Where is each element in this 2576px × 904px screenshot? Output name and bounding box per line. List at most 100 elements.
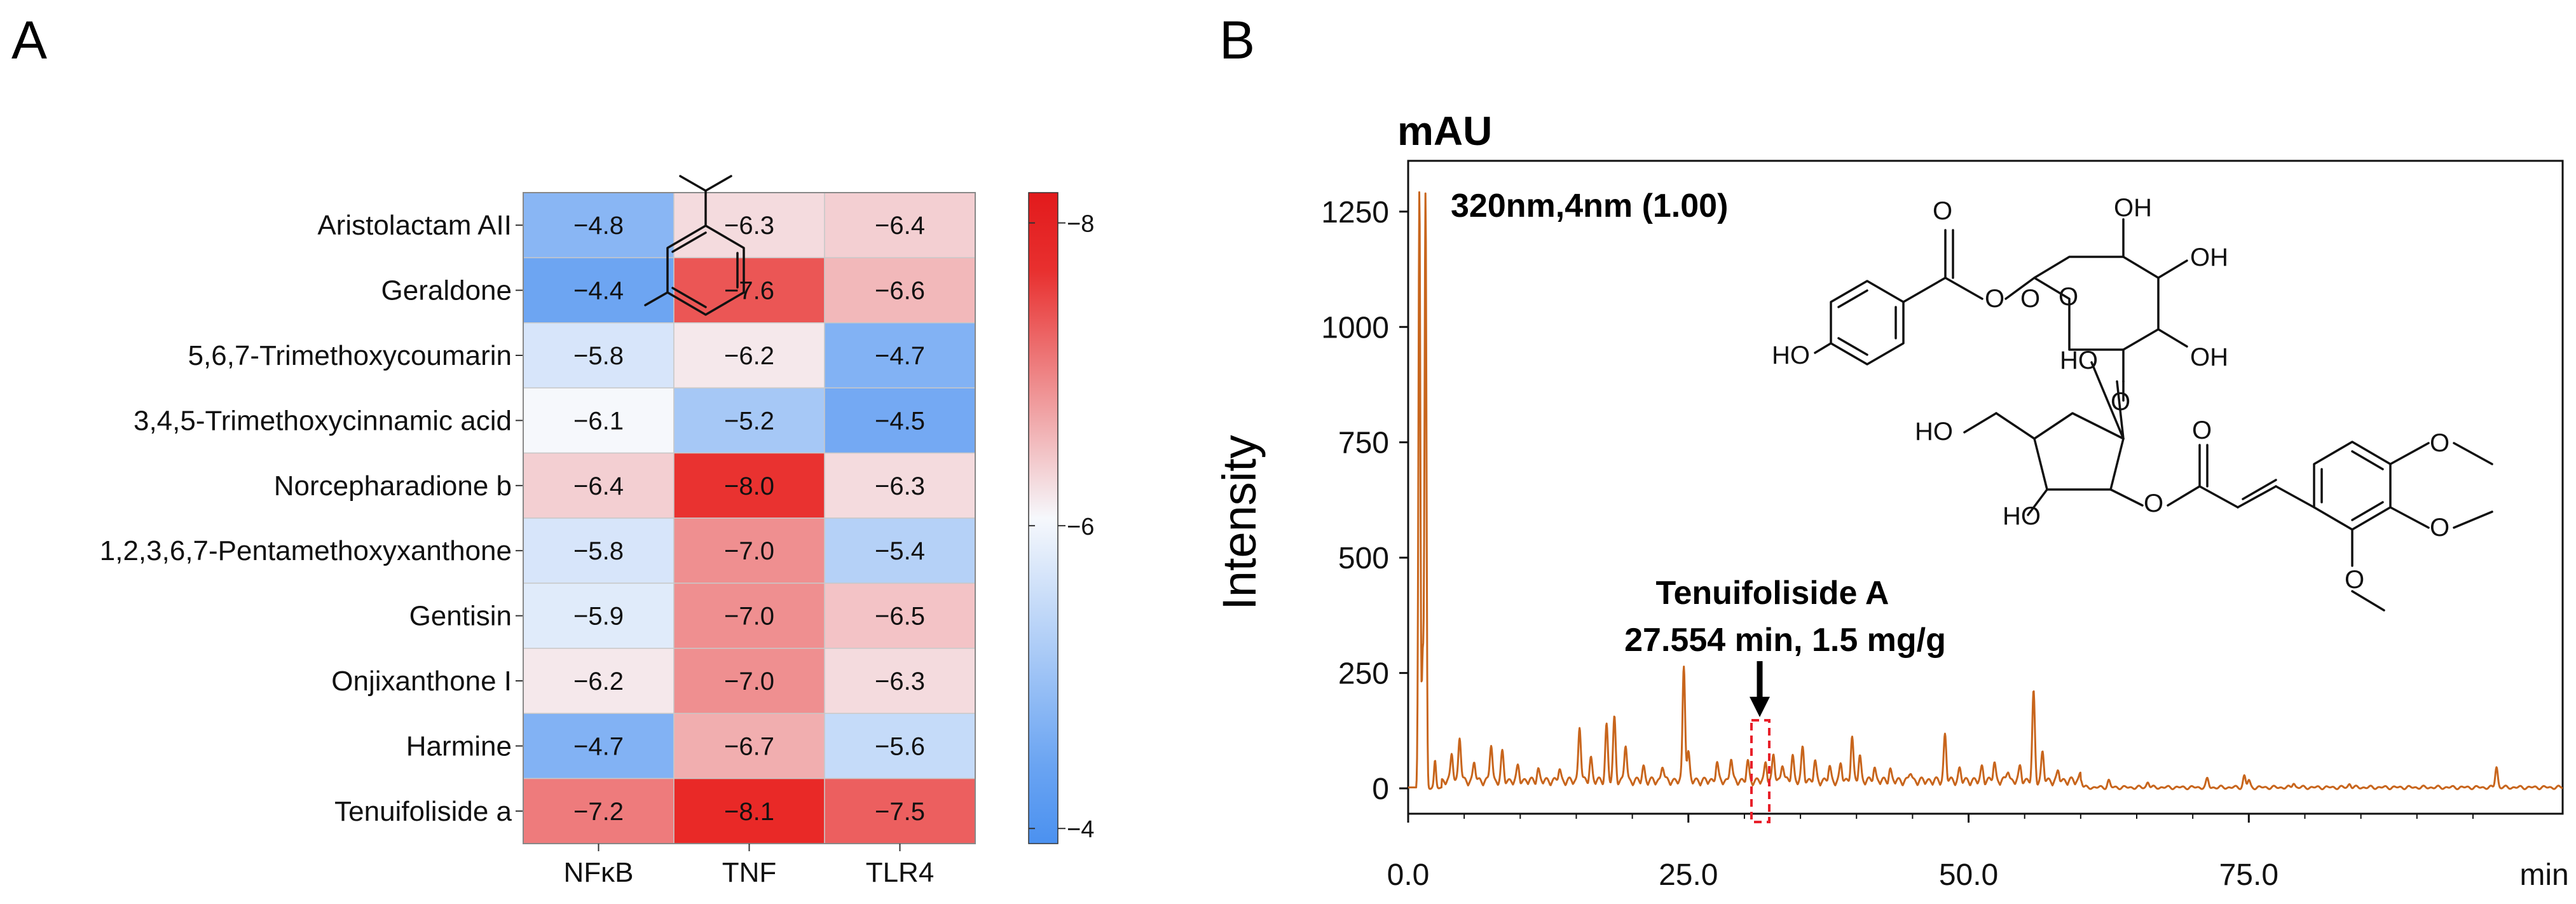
heatmap-cell-value: −4.7 [573, 732, 624, 760]
heatmap-cell-value: −6.4 [875, 212, 925, 240]
peak-highlight-box [1750, 719, 1771, 823]
atom-label: O [2111, 388, 2130, 416]
heatmap-cell-value: −7.0 [724, 668, 774, 695]
colorbar-tick-label: −4 [1067, 816, 1094, 843]
heatmap-cell-value: −6.6 [875, 277, 925, 305]
heatmap-cell [673, 192, 825, 259]
chromatogram-trace [1408, 191, 2563, 790]
panel-letter-a: A [11, 10, 47, 70]
heatmap-cell-value: −5.8 [573, 537, 624, 565]
heatmap-cell-value: −5.2 [724, 407, 774, 435]
heatmap-row-label: Onjixanthone I [331, 666, 512, 697]
atom-label: O [2144, 490, 2163, 517]
heatmap-cell [824, 452, 976, 519]
heatmap-cell-value: −5.8 [573, 342, 624, 370]
heatmap-cell-value: −5.6 [875, 732, 925, 760]
colorbar-tick-label: −6 [1067, 514, 1094, 540]
y-unit-label: mAU [1397, 108, 1492, 154]
x-unit-label: min [2519, 858, 2568, 892]
heatmap-cell-value: −4.8 [573, 212, 624, 240]
heatmap-row-label: Harmine [406, 730, 512, 762]
heatmap-cell [673, 452, 825, 519]
atom-label: HO [2060, 346, 2098, 374]
heatmap-cell-value: −6.7 [724, 732, 774, 760]
y-tick-label: 1250 [1321, 196, 1389, 229]
colorbar-tick-label: −8 [1067, 211, 1094, 238]
heatmap-cell [824, 322, 976, 388]
y-tick-label: 0 [1372, 772, 1389, 806]
structure-atom-labels: O O OH OH OH HO O HO O HO HO O O O O O O [1772, 194, 2449, 594]
heatmap-cell [824, 517, 976, 584]
heatmap-cell-value: −6.3 [724, 212, 774, 240]
x-tick-label: 75.0 [2219, 858, 2278, 892]
x-tick-label: 25.0 [1659, 858, 1718, 892]
heatmap-cell-value: −6.2 [724, 342, 774, 370]
heatmap-cell-value: −8.0 [724, 472, 774, 500]
heatmap-cell [673, 582, 825, 649]
heatmap-cell [523, 713, 675, 779]
heatmap-row-label: 3,4,5-Trimethoxycinnamic acid [134, 405, 512, 436]
heatmap-cell-value: −6.3 [875, 668, 925, 695]
annotation-detail: 27.554 min, 1.5 mg/g [1624, 622, 1946, 659]
colorbar: −8 −6 −4 [1028, 192, 1094, 844]
heatmap-cell-value: −6.3 [875, 472, 925, 500]
x-tick-label: 50.0 [1939, 858, 1998, 892]
atom-label: O [2345, 566, 2364, 594]
atom-label: HO [1915, 418, 1953, 446]
heatmap-column-label: TNF [722, 857, 777, 888]
heatmap-cell [523, 257, 675, 324]
heatmap-cell-value: −4.5 [875, 407, 925, 435]
y-tick-label: 250 [1338, 657, 1389, 691]
heatmap-column-label: NFκB [564, 857, 634, 888]
heatmap-cell [523, 517, 675, 584]
atom-label: O [1985, 285, 2004, 313]
heatmap-cell-value: −4.7 [875, 342, 925, 370]
annotation-compound: Tenuifoliside A [1656, 575, 1889, 612]
heatmap-row-label: Tenuifoliside a [334, 796, 512, 827]
colorbar-gradient [1028, 192, 1058, 844]
plot-frame [1407, 160, 2564, 815]
heatmap-cell [523, 387, 675, 454]
atom-label: O [1933, 197, 1952, 225]
heatmap-cell [824, 648, 976, 714]
heatmap-cell-value: −6.2 [573, 668, 624, 695]
heatmap-cell [673, 713, 825, 779]
atom-label: O [2059, 283, 2078, 311]
y-tick-label: 750 [1338, 427, 1389, 460]
atom-label: O [2430, 514, 2449, 542]
heatmap: Aristolactam AII Geraldone 5,6,7-Trimethox… [100, 192, 976, 888]
atom-label: HO [2003, 502, 2041, 530]
heatmap-row-label: Norcepharadione b [274, 470, 512, 502]
atom-label: O [2430, 429, 2449, 457]
heatmap-cell [824, 387, 976, 454]
structure-bonds [1814, 218, 2493, 612]
panel-letter-b: B [1219, 10, 1255, 70]
heatmap-row-label: Aristolactam AII [317, 210, 512, 241]
heatmap-cell-value: −7.0 [724, 537, 774, 565]
y-axis: 0 250 500 750 1000 1250 [1321, 196, 1408, 806]
heatmap-cell-value: −7.0 [724, 603, 774, 631]
atom-label: OH [2190, 343, 2228, 371]
heatmap-cell-value: −5.9 [573, 603, 624, 631]
atom-label: O [2192, 416, 2212, 444]
heatmap-row-label: 1,2,3,6,7-Pentamethoxyxanthone [100, 535, 512, 566]
tenuifoliside-a-structure [644, 175, 745, 316]
heatmap-cell-value: −6.5 [875, 603, 925, 631]
x-axis: 0.0 25.0 50.0 75.0 [1387, 814, 2474, 892]
y-tick-label: 1000 [1321, 311, 1389, 345]
heatmap-row-label: Gentisin [409, 601, 512, 632]
heatmap-cell-value: −4.4 [573, 277, 624, 305]
heatmap-cell-value: −6.1 [573, 407, 624, 435]
atom-label: OH [2114, 194, 2152, 222]
annotation-arrow-head [1750, 697, 1770, 717]
chart-title: 320nm,4nm (1.00) [1451, 188, 1728, 224]
heatmap-cell-value: −7.2 [573, 798, 624, 826]
heatmap-cell-value: −7.5 [875, 798, 925, 826]
y-axis-title: Intensity [1213, 435, 1266, 610]
heatmap-cell [523, 582, 675, 649]
atom-label: HO [1772, 341, 1810, 369]
heatmap-row-label: Geraldone [381, 275, 512, 306]
heatmap-cell-value: −8.1 [724, 798, 774, 826]
heatmap-cell [523, 777, 675, 844]
